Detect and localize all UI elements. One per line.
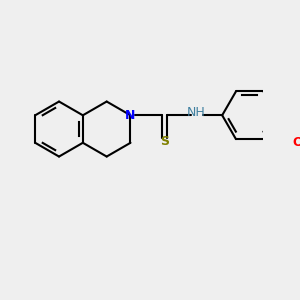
Text: O: O [293, 136, 300, 148]
Text: N: N [125, 109, 136, 122]
Text: NH: NH [187, 106, 206, 119]
Text: S: S [160, 135, 169, 148]
